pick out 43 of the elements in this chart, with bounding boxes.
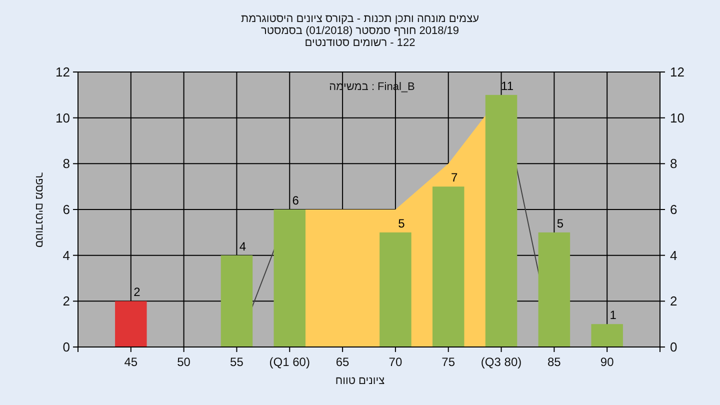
bar (380, 232, 412, 347)
y2-tick-label: 6 (670, 202, 678, 217)
bar (115, 301, 147, 347)
x-tick-label: 55 (230, 355, 244, 369)
bar (432, 186, 464, 347)
x-tick-label: 75 (442, 355, 456, 369)
x-tick-label: 90 (600, 355, 614, 369)
bar (485, 94, 518, 347)
y2-tick-label: 2 (670, 294, 678, 309)
x-tick-label: (Q1 60) (269, 355, 310, 369)
y-tick-label: 0 (62, 340, 70, 354)
y-tick-label: 10 (56, 110, 70, 126)
data-label: 1 (610, 308, 617, 322)
y-axis-title: מספר סטודנטים (33, 172, 45, 248)
x-axis-title: טווח ציונים (335, 375, 385, 387)
bar (591, 324, 623, 347)
bar (538, 232, 570, 347)
data-label: 5 (556, 216, 564, 230)
y2-tick-label: 0 (670, 340, 678, 354)
y2-tick-label: 4 (670, 248, 678, 263)
bar (220, 255, 253, 347)
y-tick-label: 8 (62, 156, 70, 172)
y2-tick-label: 12 (670, 64, 684, 80)
data-label: 11 (501, 78, 514, 93)
y-tick-label: 4 (62, 248, 70, 263)
y-tick-label: 2 (62, 294, 70, 309)
x-tick-label: 50 (177, 355, 191, 369)
chart-title: היסטוגרמת ציונים בקורס - תכנות ותכן מונחה עצמים (241, 13, 479, 25)
x-tick-label: 70 (388, 355, 402, 369)
data-label: 7 (451, 170, 458, 185)
x-tick-label: 85 (548, 355, 562, 369)
y-tick-label: 6 (62, 202, 70, 217)
y2-tick-label: 8 (670, 156, 678, 172)
x-tick-label: 45 (124, 355, 138, 369)
x-tick-label: 65 (336, 355, 350, 369)
data-label: 2 (134, 285, 141, 300)
y-tick-label: 12 (56, 64, 70, 80)
x-tick-label: (Q3 80) (480, 355, 522, 369)
data-label: 5 (398, 216, 406, 230)
y2-tick-label: 10 (670, 110, 684, 126)
bar (274, 210, 306, 347)
data-label: 6 (292, 194, 300, 208)
data-label: 4 (239, 239, 246, 254)
